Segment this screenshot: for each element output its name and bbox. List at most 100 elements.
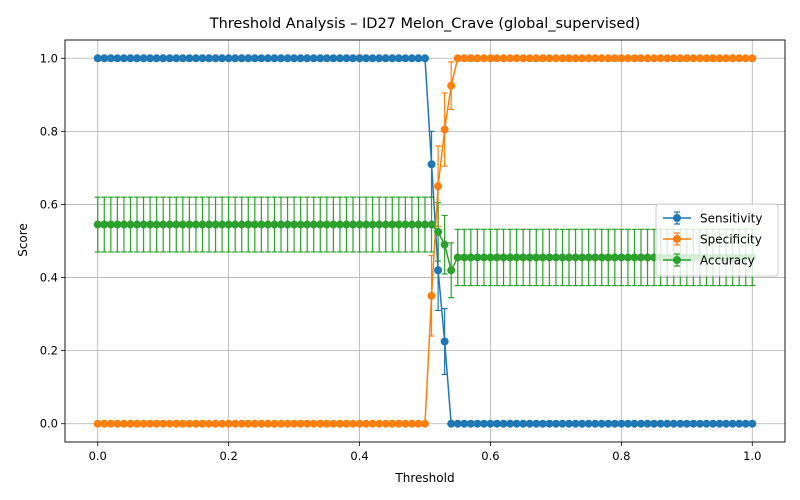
accuracy-point [270,220,279,229]
sensitivity-point [597,419,606,428]
accuracy-point [506,253,515,262]
sensitivity-point [604,419,613,428]
sensitivity-point [244,54,253,63]
specificity-point [532,54,541,63]
specificity-point [303,419,312,428]
specificity-point [637,54,645,63]
accuracy-point [440,240,449,249]
specificity-point [617,54,626,63]
accuracy-point [538,253,547,262]
specificity-point [172,419,181,428]
sensitivity-point [617,419,626,428]
accuracy-point [119,220,128,229]
specificity-point [198,419,207,428]
specificity-point [362,419,371,428]
specificity-point [146,419,155,428]
sensitivity-point [551,419,560,428]
sensitivity-point [414,54,423,63]
x-tick-label: 1.0 [743,449,761,463]
specificity-point [368,419,377,428]
accuracy-point [303,220,312,229]
accuracy-point [322,220,331,229]
sensitivity-point [106,54,115,63]
sensitivity-point [453,419,462,428]
specificity-point [178,419,187,428]
sensitivity-point [630,419,639,428]
specificity-point [421,419,429,428]
accuracy-point [362,220,371,229]
specificity-point [519,54,528,63]
specificity-point [591,54,600,63]
specificity-point [257,419,266,428]
specificity-point [479,54,488,63]
sensitivity-point [394,54,403,63]
sensitivity-point [748,419,757,428]
specificity-point [218,419,227,428]
accuracy-point [133,220,141,229]
specificity-point [538,54,547,63]
accuracy-point [630,253,639,262]
sensitivity-point [434,266,443,275]
accuracy-point [447,266,456,275]
sensitivity-point [133,54,141,63]
accuracy-point [113,220,122,229]
specificity-point [335,419,344,428]
accuracy-point [558,253,567,262]
accuracy-point [578,253,587,262]
specificity-point [545,54,554,63]
specificity-point [244,419,253,428]
specificity-point [309,419,318,428]
specificity-point [283,419,292,428]
accuracy-point [584,253,593,262]
specificity-point [453,54,462,63]
sensitivity-point [741,419,750,428]
specificity-point [322,419,331,428]
accuracy-point [152,220,161,229]
accuracy-point [106,220,115,229]
specificity-point [735,54,744,63]
y-tick-label: 0.8 [40,124,58,138]
sensitivity-point [283,54,292,63]
accuracy-point [126,220,135,229]
accuracy-point [565,253,573,262]
sensitivity-point [525,419,534,428]
specificity-point [682,54,691,63]
sensitivity-point [538,419,547,428]
accuracy-point [185,220,194,229]
accuracy-point [427,220,436,229]
specificity-point [597,54,606,63]
specificity-point [277,419,285,428]
sensitivity-point [368,54,377,63]
x-tick-label: 0.8 [612,449,630,463]
accuracy-point [473,253,482,262]
specificity-point [329,419,338,428]
accuracy-point [623,253,632,262]
legend-sensitivity-label: Sensitivity [700,212,762,226]
sensitivity-point [381,54,390,63]
specificity-point [473,54,482,63]
specificity-point [630,54,639,63]
accuracy-point [205,220,213,229]
sensitivity-point [735,419,744,428]
accuracy-point [257,220,266,229]
sensitivity-point [172,54,181,63]
sensitivity-point [591,419,600,428]
accuracy-point [407,220,416,229]
sensitivity-point [205,54,213,63]
legend-box [655,203,779,277]
sensitivity-point [113,54,122,63]
sensitivity-point [584,419,593,428]
specificity-point [506,54,515,63]
y-tick-label: 1.0 [40,51,58,65]
accuracy-point [355,220,364,229]
accuracy-point [532,253,541,262]
sensitivity-point [277,54,285,63]
sensitivity-point [257,54,266,63]
sensitivity-point [93,54,102,63]
x-tick-label: 0.6 [481,449,499,463]
sensitivity-point [401,54,410,63]
legend-sensitivity-marker [673,214,681,222]
specificity-point [250,419,259,428]
specificity-point [414,419,423,428]
specificity-point [650,54,659,63]
